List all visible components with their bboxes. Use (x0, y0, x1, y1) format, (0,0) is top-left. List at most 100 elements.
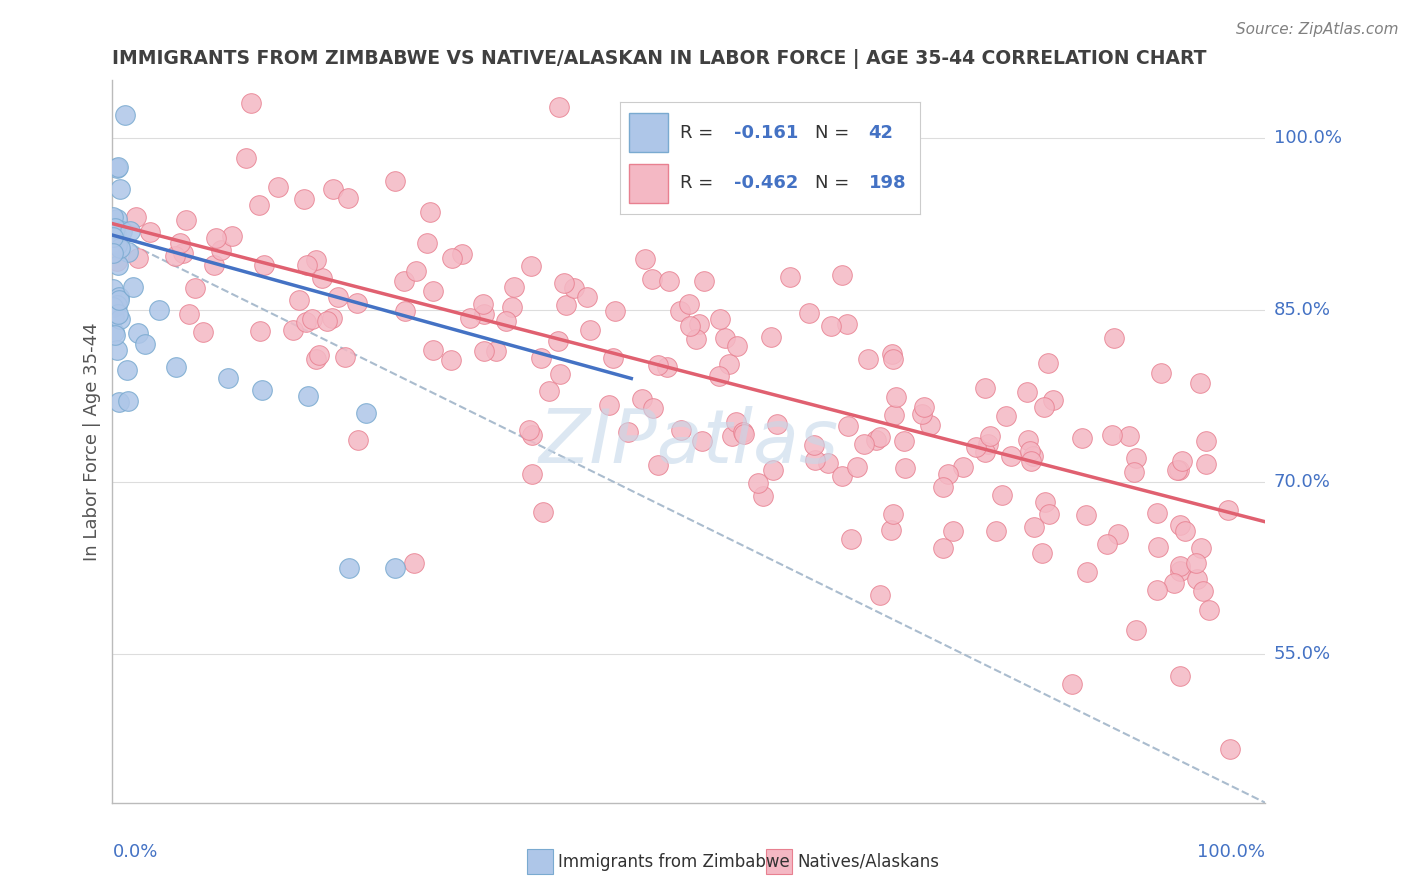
Point (337, 560, 360, 574)
Point (835, 317, 858, 331)
Point (103, 282, 125, 296)
Point (1022, 520, 1045, 534)
Point (837, 419, 859, 434)
Point (831, 268, 853, 282)
Point (105, 343, 128, 357)
Point (579, 323, 602, 337)
Point (1033, 495, 1056, 509)
Point (105, 161, 128, 175)
Point (458, 311, 481, 326)
Point (869, 588, 891, 602)
Point (911, 407, 934, 421)
Point (107, 293, 129, 307)
Point (1022, 450, 1045, 464)
Point (472, 307, 495, 321)
Point (679, 318, 702, 333)
Point (633, 252, 655, 267)
Point (1198, 603, 1220, 617)
Point (1071, 431, 1094, 445)
Point (472, 297, 495, 311)
Point (617, 425, 640, 440)
Point (118, 224, 141, 238)
Point (931, 541, 953, 555)
Point (631, 392, 654, 407)
Point (103, 237, 125, 252)
Point (122, 279, 145, 293)
Point (117, 245, 139, 260)
Point (295, 258, 318, 272)
Point (779, 270, 801, 285)
Point (547, 100, 569, 114)
Text: 100.0%: 100.0% (1198, 843, 1265, 861)
Point (101, 246, 124, 260)
Point (537, 384, 560, 398)
Point (297, 389, 319, 403)
Point (856, 351, 879, 366)
Point (820, 318, 842, 333)
Point (1118, 428, 1140, 442)
Point (647, 458, 669, 472)
Point (103, 299, 125, 313)
Point (1017, 433, 1039, 447)
Point (304, 253, 326, 268)
Point (1219, 742, 1241, 756)
Point (451, 247, 474, 261)
Point (721, 428, 744, 442)
Point (1125, 623, 1147, 637)
Point (912, 400, 935, 414)
Text: Immigrants from Zimbabwe: Immigrants from Zimbabwe (558, 853, 790, 871)
Point (253, 258, 276, 272)
Point (995, 409, 1018, 424)
Point (1167, 463, 1189, 477)
Point (107, 160, 129, 174)
Point (990, 488, 1012, 502)
Point (107, 237, 129, 252)
Point (1189, 376, 1212, 391)
Text: 55.0%: 55.0% (1274, 645, 1331, 663)
Point (125, 210, 148, 224)
Point (139, 225, 162, 239)
Point (105, 212, 128, 227)
Point (817, 456, 839, 470)
Point (762, 462, 785, 476)
Point (714, 331, 737, 345)
Point (252, 383, 274, 397)
Point (1032, 400, 1054, 414)
Point (1038, 507, 1060, 521)
Point (105, 253, 128, 268)
Point (107, 307, 129, 321)
Point (1195, 434, 1218, 448)
Point (239, 96, 262, 111)
Point (669, 304, 692, 318)
Point (502, 279, 524, 293)
Point (108, 241, 131, 255)
Point (117, 362, 139, 376)
Point (984, 524, 1007, 538)
Point (104, 221, 127, 235)
Point (108, 312, 131, 326)
Point (1123, 465, 1146, 479)
Point (1101, 428, 1123, 442)
Point (531, 505, 554, 519)
Point (384, 560, 406, 574)
Point (882, 347, 904, 361)
Point (422, 343, 444, 357)
Point (308, 348, 330, 362)
Point (1195, 457, 1218, 471)
Text: IMMIGRANTS FROM ZIMBABWE VS NATIVE/ALASKAN IN LABOR FORCE | AGE 35-44 CORRELATIO: IMMIGRANTS FROM ZIMBABWE VS NATIVE/ALASK… (112, 48, 1206, 69)
Point (853, 437, 876, 451)
Point (693, 274, 716, 288)
Point (202, 258, 225, 272)
Point (235, 151, 257, 165)
Point (1146, 540, 1168, 554)
Point (1018, 444, 1040, 458)
Text: Source: ZipAtlas.com: Source: ZipAtlas.com (1236, 22, 1399, 37)
Point (942, 524, 965, 538)
Point (101, 210, 124, 224)
Point (973, 380, 995, 394)
Point (1146, 582, 1168, 597)
Point (105, 298, 128, 312)
Text: 85.0%: 85.0% (1274, 301, 1330, 318)
Point (108, 182, 131, 196)
Point (562, 281, 585, 295)
